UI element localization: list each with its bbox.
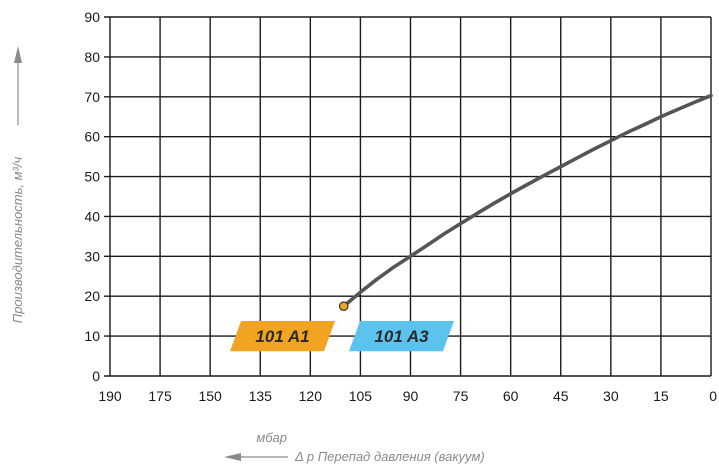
- x-tick-label: 150: [198, 388, 222, 404]
- y-tick-label: 30: [84, 248, 100, 264]
- x-axis-unit: мбар: [256, 430, 287, 445]
- x-tick-label: 45: [553, 388, 569, 404]
- x-tick-label: 120: [299, 388, 323, 404]
- x-tick-label: 90: [403, 388, 419, 404]
- x-axis-arrow-icon: [224, 453, 241, 461]
- x-axis-title: Δ p Перепад давления (вакуум): [294, 449, 485, 464]
- y-tick-label: 0: [92, 368, 100, 384]
- x-tick-label: 60: [503, 388, 519, 404]
- y-axis-title-group: Производительность, м³/ч: [10, 46, 25, 323]
- start-marker: [340, 302, 348, 310]
- series-badge: 101 A3: [349, 321, 454, 351]
- x-tick-label: 190: [98, 388, 122, 404]
- y-tick-label: 40: [84, 208, 100, 224]
- y-tick-label: 70: [84, 89, 100, 105]
- series-badge: 101 A1: [230, 321, 335, 351]
- x-tick-label: 30: [603, 388, 619, 404]
- y-tick-label: 10: [84, 328, 100, 344]
- x-tick-label: 105: [349, 388, 373, 404]
- series-badge-label: 101 A1: [255, 327, 309, 346]
- x-axis-title-group: мбар Δ p Перепад давления (вакуум): [224, 430, 485, 464]
- chart-series: [340, 96, 711, 311]
- x-tick-label: 15: [653, 388, 669, 404]
- series-line: [344, 96, 711, 307]
- x-tick-labels: 190 175 150 135 120 105 90 75 60 45 30 15 0: [98, 388, 717, 404]
- x-tick-label: 75: [453, 388, 469, 404]
- x-tick-label: 0: [709, 388, 717, 404]
- y-axis-arrow-icon: [14, 46, 22, 63]
- y-axis-title: Производительность, м³/ч: [10, 157, 25, 324]
- x-tick-label: 135: [249, 388, 273, 404]
- y-tick-labels: 0 10 20 30 40 50 60 70 80 90: [84, 9, 100, 384]
- y-tick-label: 50: [84, 169, 100, 185]
- y-tick-label: 20: [84, 288, 100, 304]
- y-tick-label: 60: [84, 129, 100, 145]
- y-tick-label: 90: [84, 9, 100, 25]
- series-badge-label: 101 A3: [374, 327, 429, 346]
- y-tick-label: 80: [84, 49, 100, 65]
- x-tick-label: 175: [148, 388, 172, 404]
